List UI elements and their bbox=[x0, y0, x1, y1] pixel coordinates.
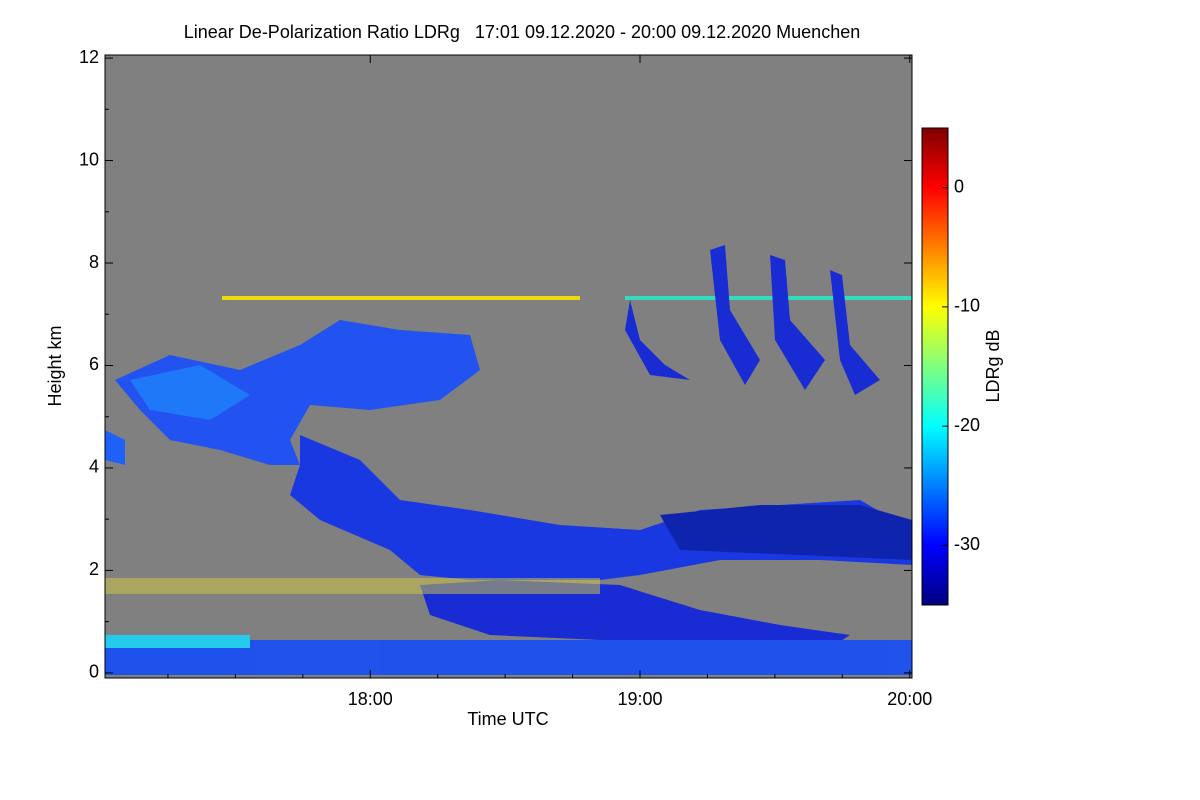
chart-title: Linear De-Polarization Ratio LDRg 17:01 … bbox=[184, 22, 860, 42]
y-tick-label: 10 bbox=[79, 149, 99, 169]
colorbar-tick-label: -10 bbox=[954, 296, 980, 316]
y-tick-label: 4 bbox=[89, 457, 99, 477]
y-axis-label: Height km bbox=[45, 325, 65, 406]
colorbar-tick-label: 0 bbox=[954, 176, 964, 196]
x-tick-label: 19:00 bbox=[617, 689, 662, 709]
x-axis-label: Time UTC bbox=[467, 709, 548, 729]
x-tick-label: 20:00 bbox=[887, 689, 932, 709]
y-tick-label: 2 bbox=[89, 559, 99, 579]
colorbar-label: LDRg dB bbox=[983, 329, 1003, 402]
colorbar-tick-label: -20 bbox=[954, 415, 980, 435]
colorbar-tick-label: -30 bbox=[954, 534, 980, 554]
x-tick-label: 18:00 bbox=[348, 689, 393, 709]
echo-layer bbox=[105, 245, 912, 675]
y-tick-label: 6 bbox=[89, 354, 99, 374]
colorbar bbox=[921, 127, 949, 606]
y-tick-label: 0 bbox=[89, 662, 99, 682]
plot-frame bbox=[104, 54, 913, 679]
y-tick-label: 12 bbox=[79, 47, 99, 67]
y-tick-label: 8 bbox=[89, 252, 99, 272]
